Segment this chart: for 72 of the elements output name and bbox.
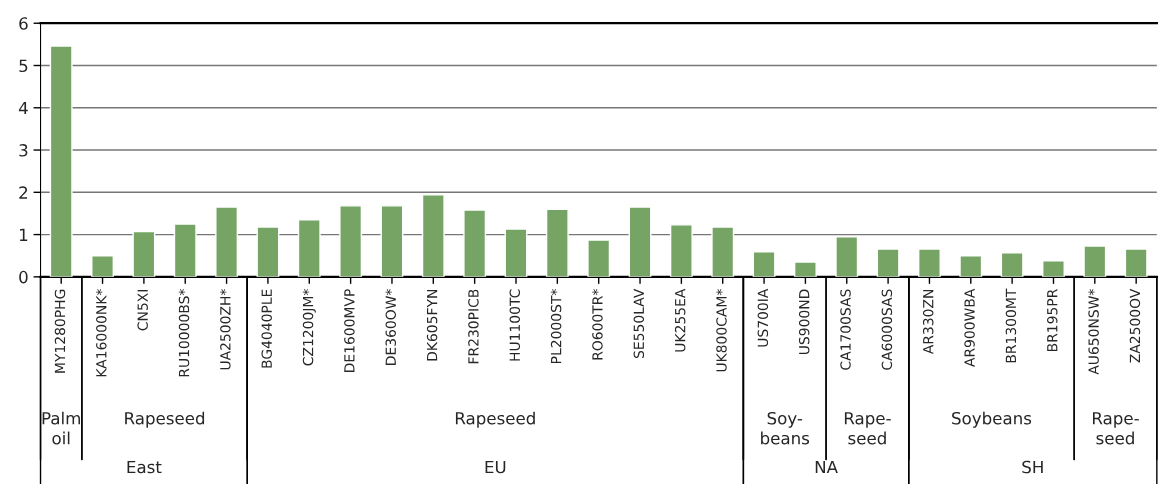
x-tick-label: SE550LAV <box>633 288 645 359</box>
bar <box>752 251 776 277</box>
x-tick-label: FR230PICB <box>468 289 479 364</box>
bar <box>339 205 363 277</box>
x-tick-label: KA16000NK* <box>96 289 107 377</box>
bar <box>49 45 73 277</box>
x-tick-label: HU1100TC <box>509 289 521 361</box>
x-tick-label: CA6000SAS <box>881 289 893 370</box>
x-tick-label: UK800CAM* <box>716 289 727 372</box>
bar <box>504 228 528 277</box>
x-tick-label: PL2000ST* <box>550 289 562 363</box>
bar <box>876 248 900 277</box>
bar <box>380 205 404 277</box>
bar <box>959 255 983 277</box>
bar <box>463 209 487 277</box>
text: Rape- seed <box>844 412 891 445</box>
x-tick-label: MY1280PHG <box>54 289 66 373</box>
text: Palm oil <box>42 411 80 445</box>
bar <box>91 255 114 277</box>
bar <box>793 261 817 277</box>
bar <box>711 226 735 277</box>
text: Rape- seed <box>1093 412 1139 445</box>
x-tick-label: UA2500ZH* <box>220 289 231 370</box>
bar <box>1124 248 1148 277</box>
bar <box>421 194 445 277</box>
bar <box>173 223 197 277</box>
text: Rapeseed <box>125 411 205 428</box>
bar <box>587 239 611 277</box>
bar <box>1042 260 1065 277</box>
text: Soy- beans <box>761 411 810 445</box>
x-tick-label: BR1300MT <box>1005 288 1017 363</box>
x-tick-label: CZ1200JM* <box>302 289 316 366</box>
x-tick-label: BG4040PLE <box>261 289 272 368</box>
y-tick-label: 1 <box>19 228 28 241</box>
x-tick-label: ZA2500OV <box>1129 288 1141 363</box>
x-tick-label: US700IA <box>757 288 769 347</box>
bar <box>918 248 941 277</box>
x-tick-label: UK255EA <box>674 288 686 352</box>
x-tick-label: DE360OW* <box>385 289 396 365</box>
bar <box>628 206 652 277</box>
y-tick-label: 5 <box>19 59 28 73</box>
text: SH <box>1022 460 1043 474</box>
bar <box>256 226 280 277</box>
x-tick-label: AU650NSW* <box>1088 289 1099 375</box>
text: EU <box>485 460 506 474</box>
bar <box>215 206 239 277</box>
bar <box>1000 252 1024 277</box>
y-tick-label: 3 <box>19 144 28 157</box>
x-tick-label: CN5XI <box>137 290 148 331</box>
y-tick-label: 4 <box>18 101 28 115</box>
bar <box>835 235 859 277</box>
x-tick-label: DE1600MVP <box>344 289 355 372</box>
x-tick-label: BR195PR <box>1047 289 1058 352</box>
x-tick-label: RO600TR* <box>592 289 603 360</box>
bar <box>545 208 569 277</box>
x-tick-label: AR330ZN <box>922 290 934 355</box>
y-tick-label: 6 <box>19 17 28 30</box>
bar <box>1083 245 1107 277</box>
x-tick-label: AR900WBA <box>964 288 975 367</box>
bar <box>132 230 156 277</box>
x-tick-label: US900ND <box>798 289 810 355</box>
y-tick-label: 2 <box>19 186 28 199</box>
x-tick-label: DK605FYN <box>426 290 438 361</box>
x-tick-label: CA1700SAS <box>840 289 851 370</box>
bar <box>297 219 321 277</box>
text: Soybeans <box>952 411 1032 428</box>
text: Rapeseed <box>455 411 535 428</box>
bar <box>669 224 693 277</box>
y-tick-label: 0 <box>19 270 28 284</box>
x-tick-label: RU10000BS* <box>178 289 190 377</box>
text: East <box>127 460 162 474</box>
text: NA <box>815 460 838 474</box>
